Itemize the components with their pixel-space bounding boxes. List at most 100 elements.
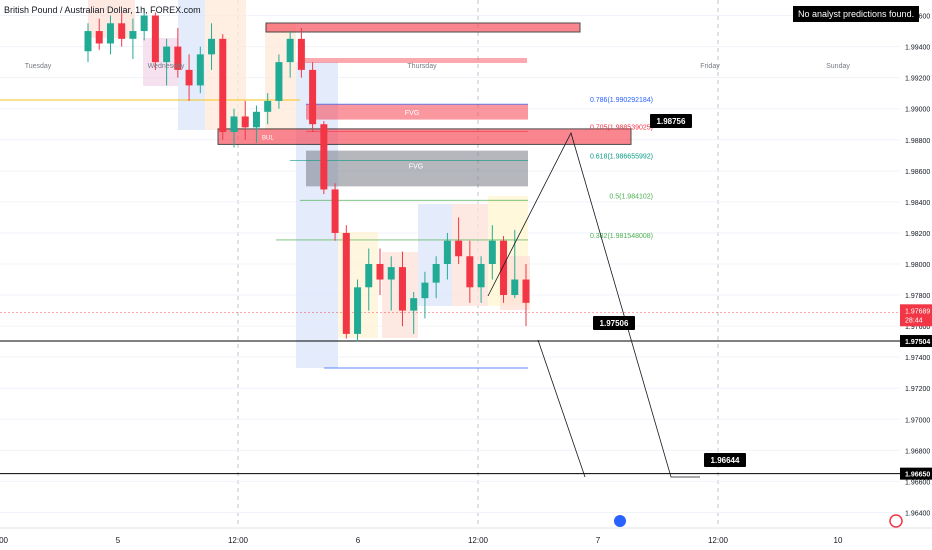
price-tick-label: 1.96800 [905,448,930,455]
candle-body [219,38,227,132]
time-tick-label: 7 [596,536,601,545]
price-callout-label: 1.98756 [657,117,686,126]
price-tick-label: 1.97800 [905,293,930,300]
fib-label: 0.5(1.984102) [609,193,653,200]
price-tick-label: 1.97600 [905,324,930,331]
fib-label: 0.786(1.990292184) [590,97,653,104]
candle-body [376,264,384,280]
candle-body [95,31,103,44]
candle-body [275,62,283,101]
candle-body [331,189,339,233]
candle-body [151,15,159,63]
price-tick-label: 1.98000 [905,262,930,269]
candle-body [140,15,148,32]
fvg-zone-lower [306,150,528,187]
candle-body [241,116,249,128]
candle-body [342,232,350,334]
event-icon [889,514,903,528]
candle-body [252,111,260,128]
current-price-countdown: 28:44 [905,317,923,324]
candle-body [365,264,373,288]
candle-body [297,38,305,70]
level-price-tag [900,467,932,480]
candle-body [230,116,238,132]
session-label: Sunday [826,63,850,70]
candle-body [466,256,474,288]
projection-path [537,339,586,478]
candle-body [286,38,294,63]
level-price-tag [900,335,932,348]
price-tick-label: 1.99200 [905,76,930,83]
candle-body [387,267,395,280]
price-tick-label: 1.98200 [905,231,930,238]
candle-body [208,38,216,55]
time-tick-label: 12:00 [468,536,489,545]
candle-body [129,31,137,39]
price-callout-box [593,316,635,330]
candle-body [410,298,418,311]
candle-body [455,240,463,257]
session-label: Wednesday [148,63,185,70]
session-label: Tuesday [25,63,52,70]
candle-body [264,100,272,112]
price-tick-label: 1.98400 [905,200,930,207]
price-axis-bg [900,0,932,550]
level-price-tag-label: 1.97504 [905,339,930,346]
candle-body [163,46,171,63]
candle-body [522,279,530,303]
candle-body [309,69,317,125]
price-tick-label: 1.99400 [905,45,930,52]
time-tick-label: 10 [834,536,843,545]
candle-body [196,54,204,86]
candle-body [477,264,485,288]
time-tick-label: 12:00 [228,536,249,545]
candle-body [185,69,193,86]
candle-body [106,23,114,44]
analyst-notice: No analyst predictions found. [793,6,920,22]
session-box [143,38,178,86]
time-tick-label: 5 [116,536,121,545]
candle-body [432,264,440,283]
candle-body [354,287,362,334]
fib-label: 0.618(1.986655992) [590,154,653,161]
time-tick-label: 6 [356,536,361,545]
price-callout-label: 1.97506 [600,319,629,328]
candle-body [488,240,496,264]
price-tick-label: 1.98600 [905,169,930,176]
price-tick-label: 1.96400 [905,510,930,517]
candle-body [421,282,429,299]
session-label: Friday [700,63,720,70]
resistance-band [300,58,527,63]
price-callout-label: 1.96644 [711,456,740,465]
level-price-tag-label: 1.96650 [905,472,930,479]
time-axis-bg [0,528,932,550]
current-price-tag [900,304,932,327]
bullish-zone-label: BUL [262,136,274,142]
price-callout-box [704,453,746,467]
chart-title: British Pound / Australian Dollar, 1h, F… [4,5,201,15]
time-tick-label: 12:00 [708,536,729,545]
fvg-zone-upper [306,104,528,120]
price-tick-label: 1.99000 [905,107,930,114]
fvg-zone-lower-label: FVG [409,163,423,170]
candle-body [84,31,92,52]
fib-label: 0.382(1.981548008) [590,233,653,240]
projection-path [487,131,700,478]
price-tick-label: 1.97200 [905,386,930,393]
candle-body [174,46,182,70]
price-tick-label: 1.97000 [905,417,930,424]
candle-body [320,124,328,190]
fvg-zone-upper-label: FVG [405,110,419,117]
time-tick-label: 12:00 [0,536,9,545]
candle-body [500,240,508,296]
candle-body [118,23,126,39]
session-label: Thursday [407,63,437,70]
current-price-value: 1.97689 [905,308,930,315]
fib-label: 0.705(1.988539025) [590,124,653,131]
candle-body [443,240,451,264]
price-callout-box [650,114,692,128]
price-tick-label: 1.98800 [905,138,930,145]
price-tick-label: 1.97400 [905,355,930,362]
resistance-zone [265,22,581,33]
